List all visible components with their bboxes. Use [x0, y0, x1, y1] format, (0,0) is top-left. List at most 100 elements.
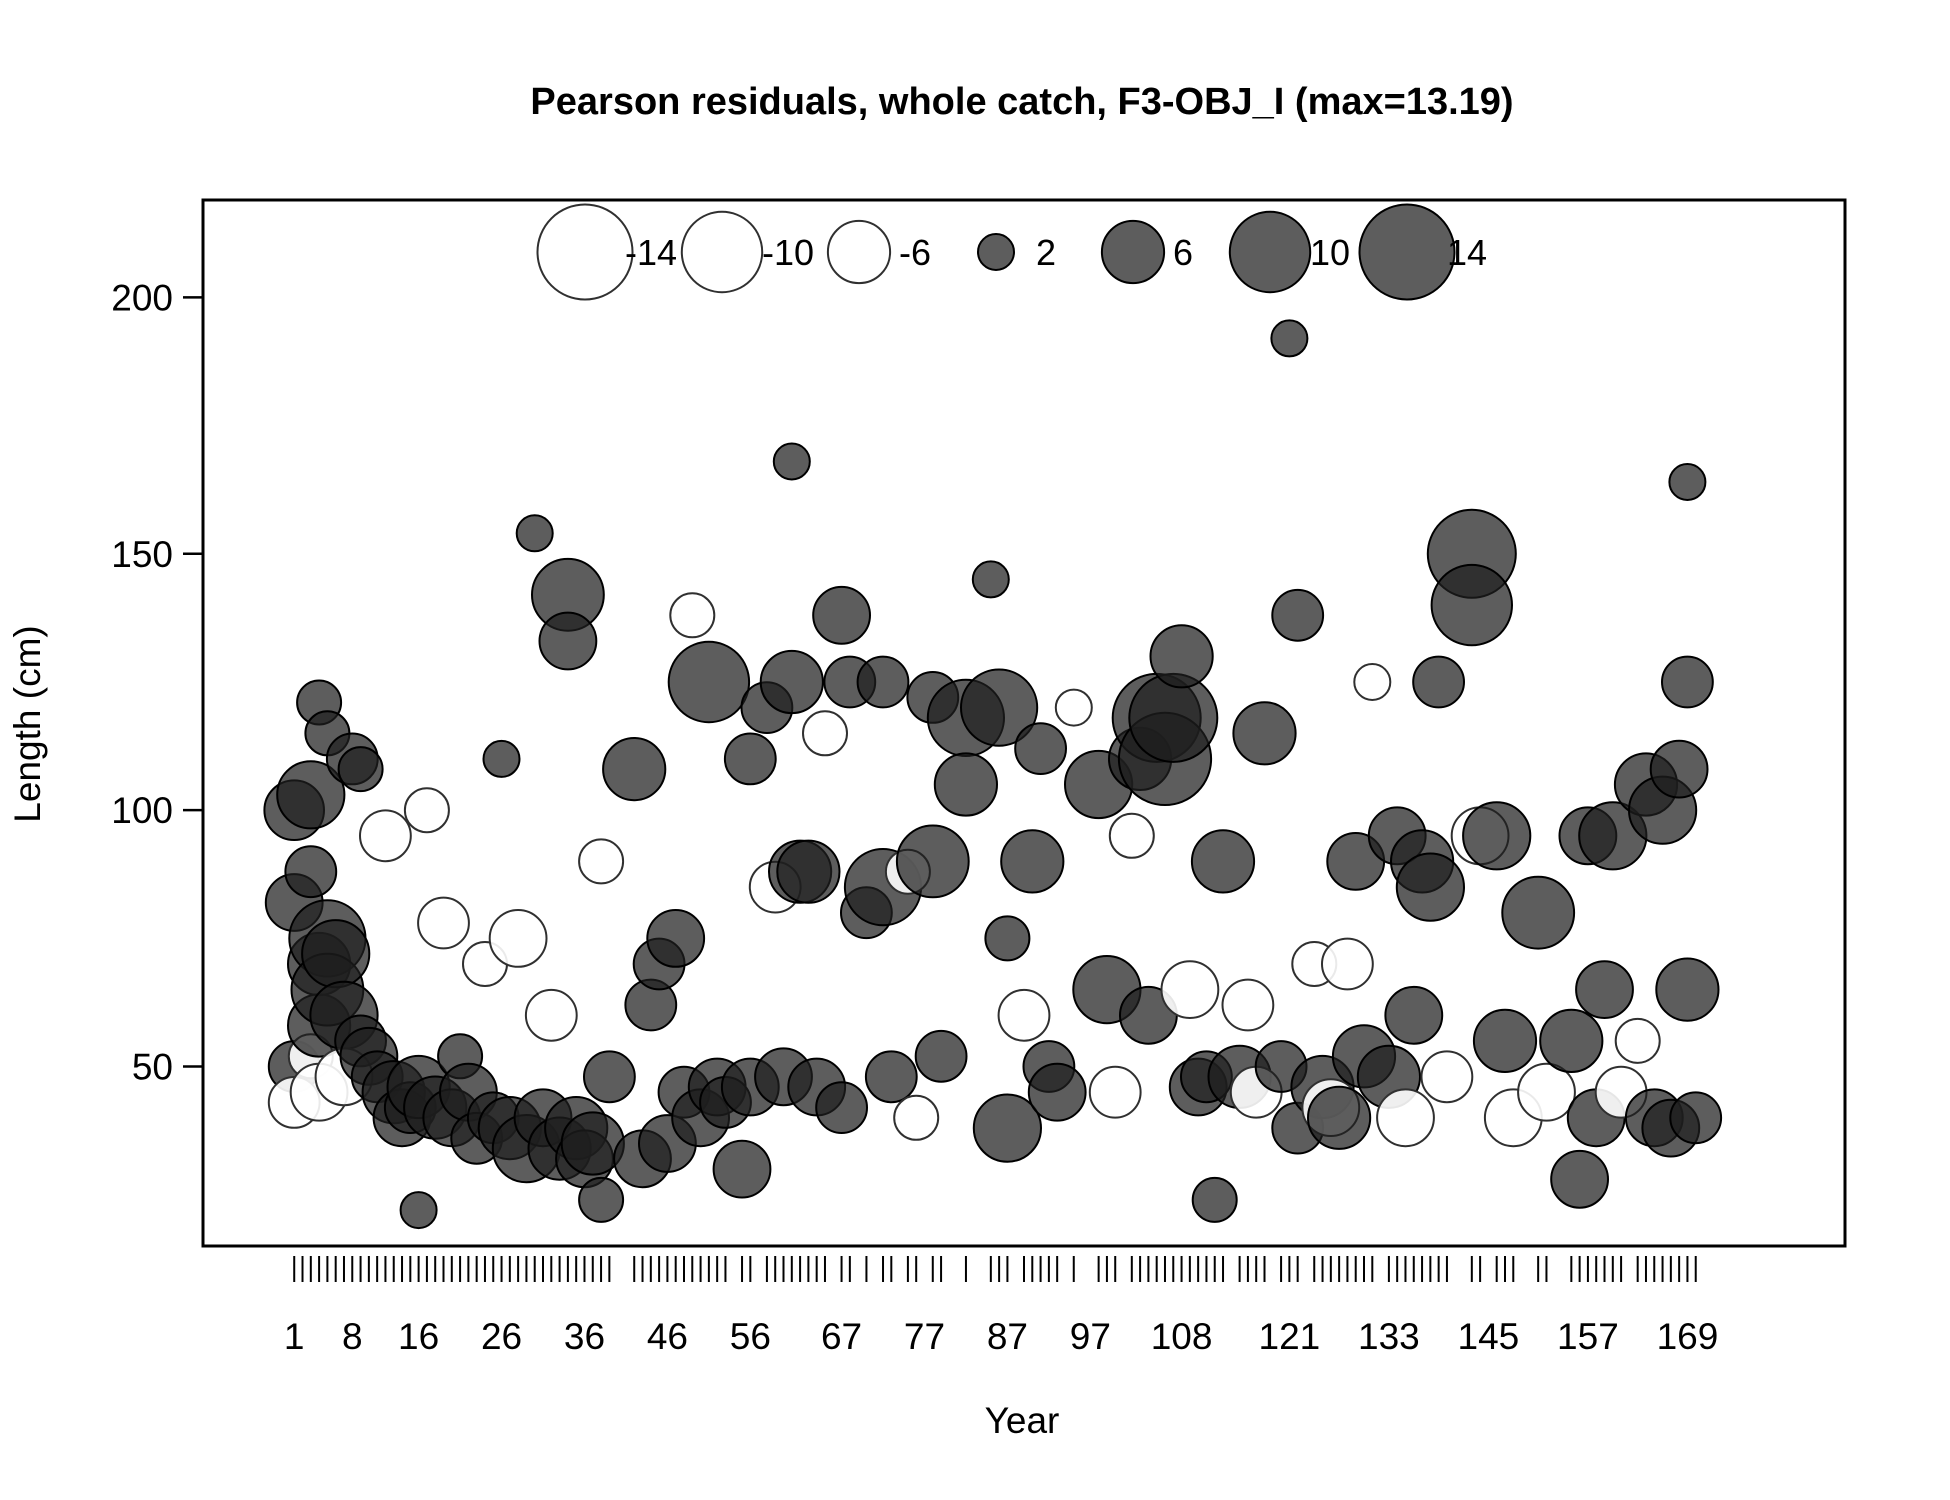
y-tick-label-4: 200	[111, 277, 173, 318]
residual-bubble-135	[1376, 1088, 1435, 1148]
residual-bubble-100	[1027, 1062, 1087, 1122]
x-tick-label-7: 56	[730, 1316, 771, 1357]
residual-bubble-139	[1412, 655, 1465, 709]
residual-bubble-112	[1160, 960, 1220, 1019]
x-tick-label-6: 46	[647, 1316, 688, 1357]
residual-bubble-77	[802, 710, 848, 757]
x-tick-label-5: 36	[564, 1316, 605, 1357]
residual-bubble-47	[538, 611, 598, 671]
residual-bubble-150	[1550, 1149, 1609, 1209]
residual-bubble-164	[1655, 957, 1720, 1022]
residual-bubble-138	[1395, 852, 1466, 922]
legend-label-6: 10	[1310, 232, 1350, 273]
legend-label-4: 2	[1036, 232, 1056, 273]
x-tick-label-15: 145	[1458, 1316, 1520, 1357]
x-tick-label-16: 157	[1557, 1316, 1619, 1357]
residual-bubble-142	[1430, 563, 1514, 647]
residual-bubble-19	[337, 746, 384, 793]
residual-bubble-128	[1307, 1085, 1372, 1150]
plot-frame	[201, 198, 1847, 1248]
residual-bubble-163	[1661, 655, 1714, 709]
residual-bubble-95	[972, 1093, 1043, 1163]
residual-bubble-87	[895, 824, 970, 899]
residual-bubble-129	[1321, 937, 1374, 991]
residual-bubble-153	[1575, 960, 1634, 1019]
residual-bubble-75	[776, 839, 841, 904]
residual-bubble-118	[1221, 978, 1275, 1032]
residual-bubble-84	[864, 1050, 918, 1104]
residual-bubble-123	[1271, 588, 1325, 642]
x-tick-label-8: 67	[821, 1316, 862, 1357]
residual-bubble-147	[1501, 875, 1576, 950]
legend-bubble-1	[536, 203, 634, 301]
y-tick-label-3: 150	[111, 534, 173, 575]
chart-title: Pearson residuals, whole catch, F3-OBJ_I…	[530, 81, 1513, 123]
axes-layer: 50 100 150 200 1 8 16 26 36 46 56 67 77 87 97 108 121 133…	[111, 277, 1718, 1357]
residual-bubble-104	[1088, 1065, 1142, 1119]
x-tick-label-2: 8	[342, 1316, 363, 1357]
residual-bubble-116	[1190, 829, 1256, 894]
residual-bubble-52	[578, 1176, 625, 1223]
legend-bubble-5	[1100, 219, 1166, 285]
residual-bubble-120	[1232, 701, 1297, 766]
x-tick-label-11: 97	[1070, 1316, 1111, 1357]
residual-bubble-91	[933, 752, 999, 817]
residual-bubble-5	[276, 760, 346, 830]
residual-bubble-61	[669, 592, 716, 639]
residual-bubble-165	[1669, 1091, 1723, 1145]
residual-bubble-15	[301, 919, 371, 989]
residual-bubble-27	[399, 1191, 438, 1230]
x-tick-label-17: 169	[1657, 1316, 1719, 1357]
legend-label-7: 14	[1447, 232, 1487, 273]
residual-bubble-148	[1517, 1062, 1576, 1122]
x-tick-label-10: 87	[987, 1316, 1028, 1357]
residual-bubble-162	[1668, 463, 1707, 501]
residual-bubble-97	[1000, 829, 1065, 894]
residual-bubble-66	[712, 1139, 772, 1199]
x-tick-label-13: 121	[1259, 1316, 1321, 1357]
residual-bubble-122	[1270, 319, 1309, 358]
residual-bubble-86	[893, 1094, 940, 1141]
x-axis-label: Year	[985, 1400, 1060, 1441]
x-tick-label-14: 133	[1358, 1316, 1420, 1357]
legend: -14 -10 -6 2 6 10 14	[536, 203, 1487, 301]
residual-bubble-105	[1108, 812, 1155, 859]
residual-bubble-156	[1614, 1017, 1661, 1064]
legend-bubble-7	[1358, 203, 1456, 301]
legend-label-2: -10	[762, 232, 814, 273]
residual-bubble-101	[1054, 688, 1093, 727]
residual-bubble-98	[1014, 722, 1067, 775]
legend-bubble-3	[826, 219, 892, 285]
residual-bubble-72	[772, 442, 811, 481]
residual-bubble-29	[403, 787, 450, 834]
residual-bubble-115	[1191, 1176, 1238, 1223]
residual-bubble-44	[524, 988, 578, 1042]
residual-bubble-51	[578, 838, 625, 885]
residual-bubble-132	[1353, 663, 1392, 701]
residual-bubble-54	[602, 737, 667, 802]
y-tick-label-2: 100	[111, 790, 173, 831]
residual-bubble-79	[815, 1081, 868, 1134]
residual-bubble-136	[1384, 985, 1444, 1045]
x-tick-label-1: 1	[284, 1316, 305, 1357]
residual-bubble-38	[482, 739, 521, 778]
residual-bubble-145	[1472, 1008, 1538, 1074]
x-tick-label-12: 108	[1151, 1316, 1213, 1357]
legend-bubble-6	[1228, 210, 1312, 294]
residual-bubble-149	[1539, 1008, 1604, 1074]
legend-label-5: 6	[1173, 232, 1193, 273]
x-tick-label-3: 16	[398, 1316, 439, 1357]
y-axis-label: Length (cm)	[7, 625, 48, 822]
residual-bubble-89	[914, 1029, 968, 1083]
residual-bubble-94	[984, 915, 1031, 962]
residual-bubble-161	[1649, 739, 1709, 799]
residual-bubble-73	[759, 649, 824, 715]
x-tick-label-4: 26	[481, 1316, 522, 1357]
residual-bubble-83	[856, 655, 910, 709]
residual-bubble-31	[417, 896, 470, 950]
residual-bubble-59	[646, 909, 706, 968]
residual-bubble-53	[583, 1050, 636, 1104]
y-tick-label-1: 50	[132, 1047, 173, 1088]
